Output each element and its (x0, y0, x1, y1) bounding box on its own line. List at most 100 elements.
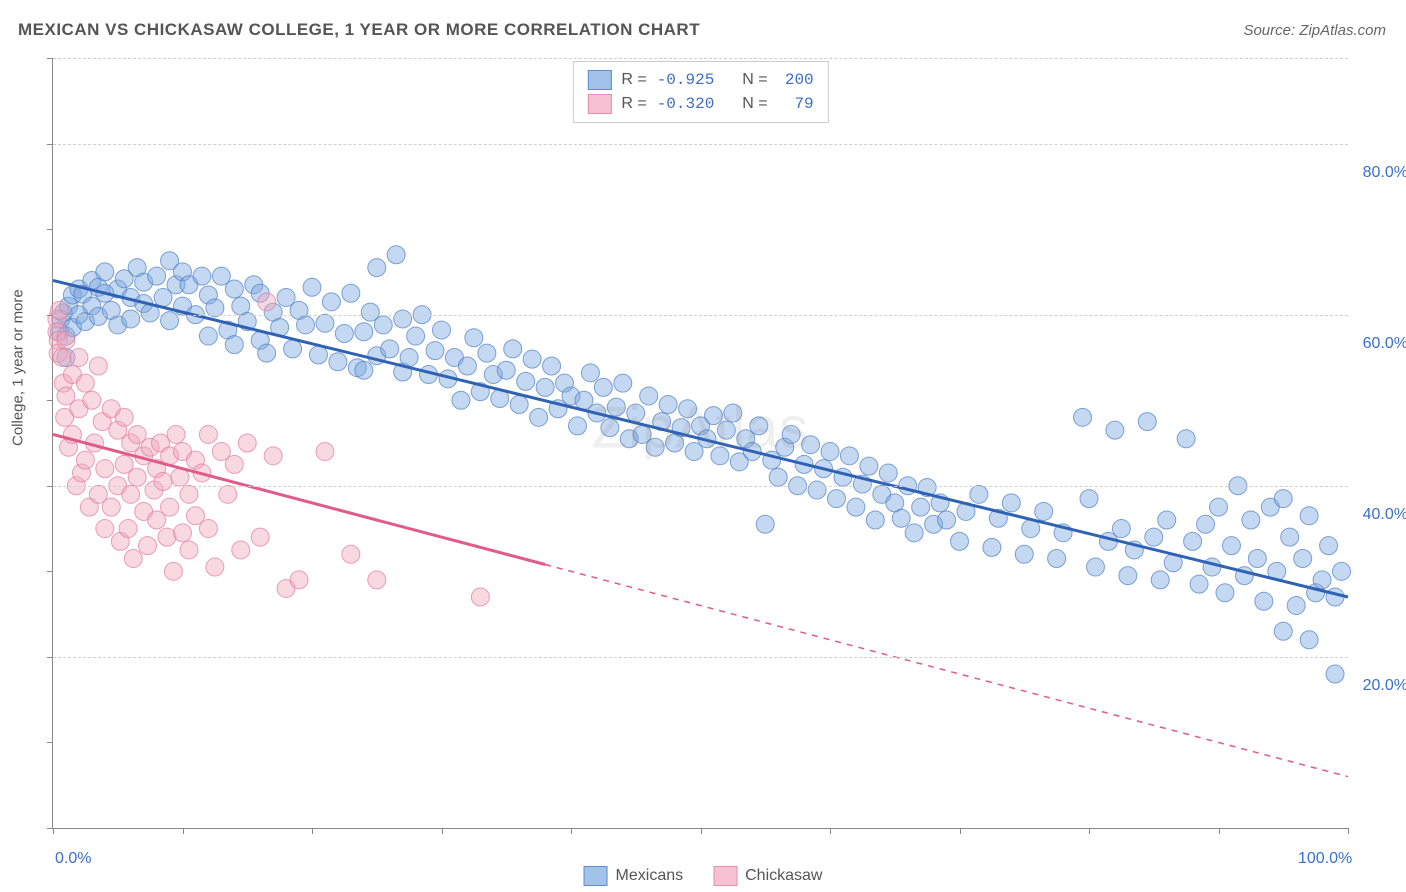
legend-r-value: -0.320 (657, 92, 715, 116)
scatter-point (802, 436, 820, 454)
scatter-point (1326, 665, 1344, 683)
scatter-point (465, 329, 483, 347)
legend-item: Mexicans (584, 866, 684, 886)
legend-r-value: -0.925 (657, 68, 715, 92)
scatter-point (517, 372, 535, 390)
scatter-point (329, 353, 347, 371)
legend-n-value: 200 (778, 68, 814, 92)
scatter-point (433, 321, 451, 339)
scatter-point (387, 246, 405, 264)
scatter-point (782, 425, 800, 443)
scatter-point (199, 327, 217, 345)
scatter-point (1287, 597, 1305, 615)
scatter-svg (53, 58, 1348, 828)
scatter-point (225, 455, 243, 473)
plot-area: ZipAtlas R =-0.925N =200R =-0.320N = 79 … (52, 58, 1348, 829)
scatter-point (297, 316, 315, 334)
scatter-point (1333, 562, 1351, 580)
legend-series: Mexicans Chickasaw (584, 866, 823, 886)
legend-swatch (713, 866, 737, 886)
scatter-point (174, 524, 192, 542)
scatter-point (1074, 408, 1092, 426)
scatter-point (76, 451, 94, 469)
legend-r-label: R = (621, 92, 646, 116)
scatter-point (161, 498, 179, 516)
scatter-point (724, 404, 742, 422)
scatter-point (951, 532, 969, 550)
source-label: Source: ZipAtlas.com (1243, 22, 1386, 39)
x-tick-label: 100.0% (1298, 850, 1352, 868)
scatter-point (309, 346, 327, 364)
legend-swatch (584, 866, 608, 886)
scatter-point (180, 541, 198, 559)
scatter-point (122, 310, 140, 328)
scatter-point (601, 419, 619, 437)
scatter-point (1086, 558, 1104, 576)
legend-swatch (587, 70, 611, 90)
scatter-point (251, 528, 269, 546)
scatter-point (124, 550, 142, 568)
scatter-point (1326, 588, 1344, 606)
scatter-point (139, 537, 157, 555)
scatter-point (568, 417, 586, 435)
y-tick-label: 40.0% (1363, 506, 1406, 524)
scatter-point (478, 344, 496, 362)
scatter-point (1300, 507, 1318, 525)
scatter-point (76, 374, 94, 392)
scatter-point (659, 396, 677, 414)
scatter-point (530, 408, 548, 426)
scatter-point (905, 524, 923, 542)
scatter-point (821, 443, 839, 461)
legend-label: Mexicans (616, 867, 684, 885)
scatter-point (167, 425, 185, 443)
scatter-point (238, 434, 256, 452)
scatter-point (1035, 502, 1053, 520)
scatter-point (50, 301, 68, 319)
scatter-point (523, 350, 541, 368)
scatter-point (232, 541, 250, 559)
scatter-point (368, 571, 386, 589)
scatter-point (938, 511, 956, 529)
scatter-point (497, 361, 515, 379)
scatter-point (290, 571, 308, 589)
chart-container: MEXICAN VS CHICKASAW COLLEGE, 1 YEAR OR … (0, 0, 1406, 892)
scatter-point (1274, 622, 1292, 640)
scatter-point (543, 357, 561, 375)
scatter-point (102, 498, 120, 516)
scatter-point (866, 511, 884, 529)
scatter-point (1112, 520, 1130, 538)
scatter-point (808, 481, 826, 499)
scatter-point (355, 323, 373, 341)
legend-label: Chickasaw (745, 867, 822, 885)
scatter-point (627, 404, 645, 422)
scatter-point (96, 520, 114, 538)
scatter-point (96, 263, 114, 281)
scatter-point (679, 400, 697, 418)
scatter-point (458, 357, 476, 375)
scatter-point (750, 417, 768, 435)
scatter-point (70, 348, 88, 366)
scatter-point (316, 443, 334, 461)
scatter-point (400, 348, 418, 366)
scatter-point (717, 421, 735, 439)
scatter-point (1080, 490, 1098, 508)
scatter-point (154, 473, 172, 491)
legend-item: Chickasaw (713, 866, 822, 886)
scatter-point (646, 438, 664, 456)
scatter-point (115, 408, 133, 426)
scatter-point (1222, 537, 1240, 555)
scatter-point (1294, 550, 1312, 568)
scatter-point (1151, 571, 1169, 589)
scatter-point (510, 396, 528, 414)
scatter-point (193, 267, 211, 285)
scatter-point (983, 538, 1001, 556)
scatter-point (756, 515, 774, 533)
scatter-point (426, 342, 444, 360)
scatter-point (1106, 421, 1124, 439)
scatter-point (258, 293, 276, 311)
scatter-point (1281, 528, 1299, 546)
scatter-point (57, 331, 75, 349)
scatter-point (394, 310, 412, 328)
chart-title: MEXICAN VS CHICKASAW COLLEGE, 1 YEAR OR … (18, 20, 700, 40)
scatter-point (335, 324, 353, 342)
